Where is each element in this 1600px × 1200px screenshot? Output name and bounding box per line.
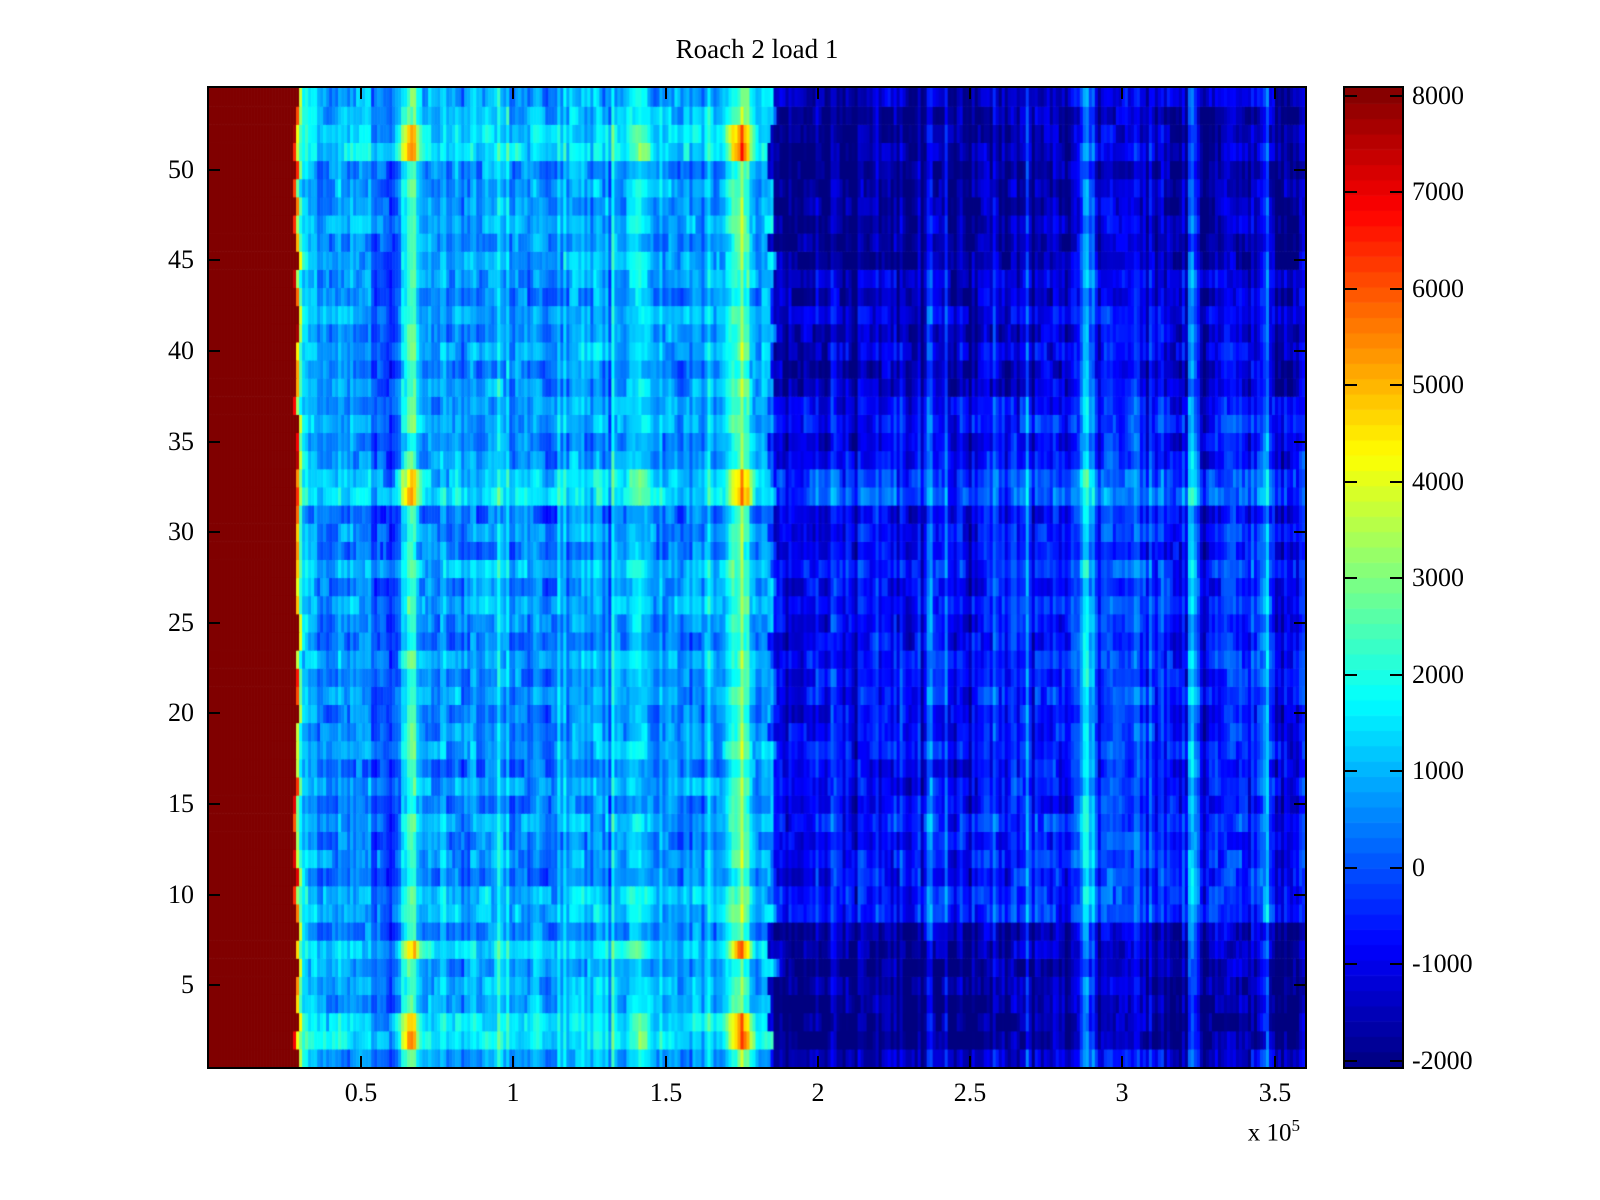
x-tick-label: 0.5 xyxy=(344,1078,378,1107)
y-tick xyxy=(209,169,220,171)
y-tick-label: 35 xyxy=(168,427,194,456)
y-tick-mirror xyxy=(1294,350,1305,352)
x-tick xyxy=(512,1056,514,1067)
colorbar-tick-mirror xyxy=(1390,770,1402,772)
y-tick-label: 15 xyxy=(168,789,194,818)
colorbar-tick xyxy=(1345,481,1357,483)
y-tick-mirror xyxy=(1294,259,1305,261)
x-tick-label: 3.5 xyxy=(1258,1078,1292,1107)
x-tick-mirror xyxy=(817,88,819,99)
colorbar-tick-mirror xyxy=(1390,288,1402,290)
colorbar-tick-label: -1000 xyxy=(1412,949,1473,978)
y-tick-mirror xyxy=(1294,622,1305,624)
colorbar-tick-label: 1000 xyxy=(1412,756,1464,785)
x-tick-label: 2.5 xyxy=(953,1078,987,1107)
colorbar-tick xyxy=(1345,384,1357,386)
x-tick xyxy=(665,1056,667,1067)
y-tick-mirror xyxy=(1294,169,1305,171)
colorbar-tick-label: 3000 xyxy=(1412,563,1464,592)
colorbar-tick-mirror xyxy=(1390,1060,1402,1062)
colorbar-tick-label: 8000 xyxy=(1412,81,1464,110)
y-tick-label: 25 xyxy=(168,608,194,637)
x-tick xyxy=(1274,1056,1276,1067)
y-tick-mirror xyxy=(1294,712,1305,714)
y-tick-label: 30 xyxy=(168,517,194,546)
colorbar-tick-mirror xyxy=(1390,674,1402,676)
colorbar-tick-mirror xyxy=(1390,963,1402,965)
colorbar-tick-label: 0 xyxy=(1412,853,1425,882)
x-tick xyxy=(817,1056,819,1067)
colorbar-tick-mirror xyxy=(1390,384,1402,386)
y-tick xyxy=(209,803,220,805)
x-axis-multiplier-exponent: 5 xyxy=(1291,1116,1301,1135)
colorbar-tick-mirror xyxy=(1390,481,1402,483)
x-tick-label: 3 xyxy=(1115,1078,1129,1107)
x-axis-multiplier: x 105 xyxy=(1150,1112,1300,1147)
colorbar-tick xyxy=(1345,770,1357,772)
x-tick-mirror xyxy=(1121,88,1123,99)
plot-area xyxy=(207,86,1307,1069)
colorbar-tick-mirror xyxy=(1390,867,1402,869)
x-tick xyxy=(360,1056,362,1067)
x-tick-label: 1.5 xyxy=(649,1078,683,1107)
y-tick-mirror xyxy=(1294,441,1305,443)
colorbar-tick-label: -2000 xyxy=(1412,1046,1473,1075)
colorbar-tick-mirror xyxy=(1390,577,1402,579)
colorbar-tick xyxy=(1345,191,1357,193)
y-tick-label: 10 xyxy=(168,880,194,909)
y-tick-mirror xyxy=(1294,531,1305,533)
x-tick-mirror xyxy=(512,88,514,99)
colorbar-tick xyxy=(1345,963,1357,965)
y-tick xyxy=(209,984,220,986)
colorbar-tick-label: 4000 xyxy=(1412,467,1464,496)
colorbar-tick-label: 6000 xyxy=(1412,274,1464,303)
heatmap-canvas xyxy=(209,88,1305,1067)
colorbar-tick xyxy=(1345,674,1357,676)
y-tick-label: 40 xyxy=(168,336,194,365)
colorbar-tick-label: 5000 xyxy=(1412,370,1464,399)
y-tick-mirror xyxy=(1294,803,1305,805)
y-tick xyxy=(209,259,220,261)
y-tick xyxy=(209,894,220,896)
colorbar-tick-mirror xyxy=(1390,191,1402,193)
chart-title: Roach 2 load 1 xyxy=(675,34,839,64)
colorbar-tick xyxy=(1345,867,1357,869)
x-tick-mirror xyxy=(1274,88,1276,99)
y-tick-label: 45 xyxy=(168,245,194,274)
y-tick xyxy=(209,531,220,533)
colorbar-tick-label: 7000 xyxy=(1412,177,1464,206)
x-tick-mirror xyxy=(360,88,362,99)
x-tick-label: 1 xyxy=(506,1078,520,1107)
x-tick-label: 2 xyxy=(811,1078,825,1107)
x-tick xyxy=(969,1056,971,1067)
colorbar-tick-label: 2000 xyxy=(1412,660,1464,689)
colorbar-tick xyxy=(1345,577,1357,579)
colorbar-tick xyxy=(1345,95,1357,97)
colorbar xyxy=(1343,86,1404,1069)
y-tick-label: 5 xyxy=(181,970,194,999)
y-tick xyxy=(209,622,220,624)
y-tick-label: 20 xyxy=(168,698,194,727)
y-tick xyxy=(209,441,220,443)
x-tick xyxy=(1121,1056,1123,1067)
x-axis-multiplier-base: x 10 xyxy=(1247,1119,1292,1147)
colorbar-tick-mirror xyxy=(1390,95,1402,97)
colorbar-tick xyxy=(1345,288,1357,290)
x-tick-mirror xyxy=(665,88,667,99)
y-tick-mirror xyxy=(1294,984,1305,986)
y-tick-label: 50 xyxy=(168,155,194,184)
y-tick-mirror xyxy=(1294,894,1305,896)
colorbar-tick xyxy=(1345,1060,1357,1062)
y-tick xyxy=(209,712,220,714)
y-tick xyxy=(209,350,220,352)
x-tick-mirror xyxy=(969,88,971,99)
